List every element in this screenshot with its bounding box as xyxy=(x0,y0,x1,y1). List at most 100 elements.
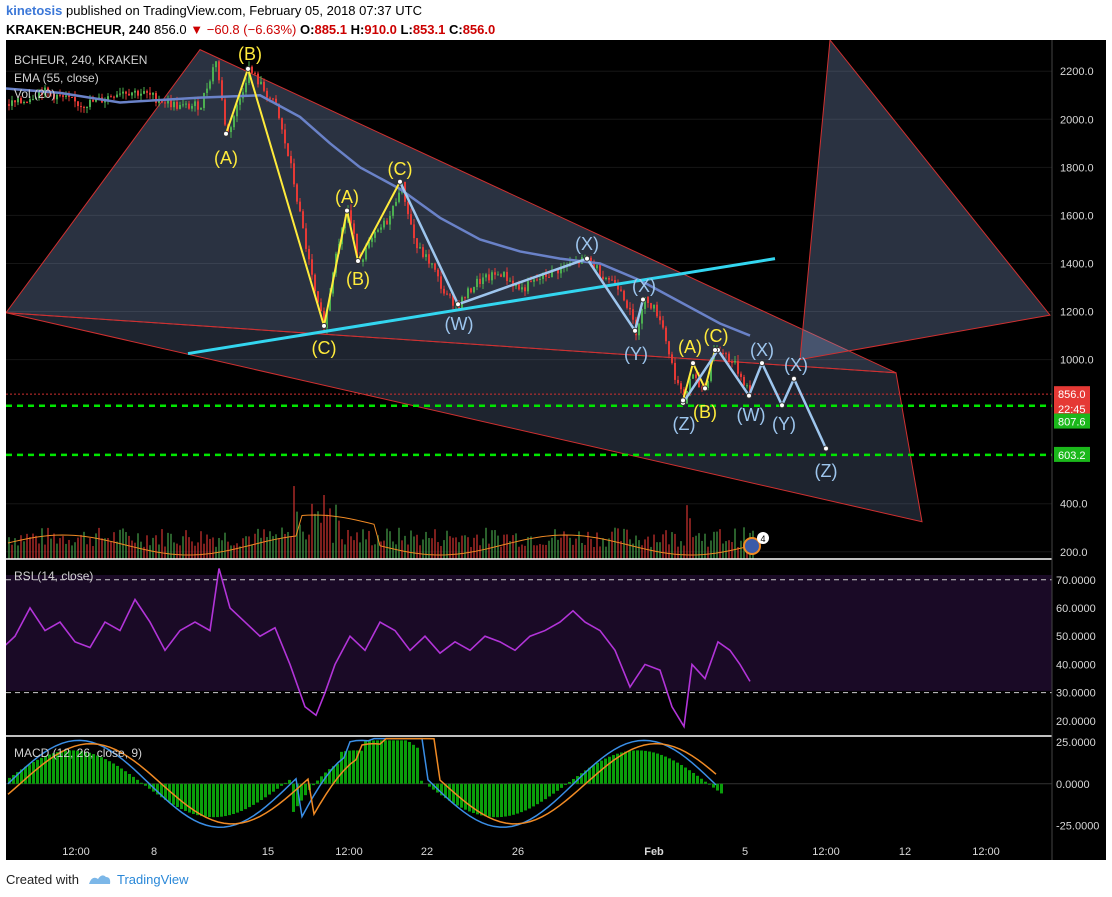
legend-rsi[interactable]: RSI (14, close) xyxy=(14,569,93,583)
volume-bar xyxy=(170,533,172,559)
volume-bar xyxy=(92,546,94,559)
tradingview-logo-icon[interactable] xyxy=(88,871,112,887)
volume-bar xyxy=(116,541,118,559)
macd-tick: 25.0000 xyxy=(1056,737,1096,749)
wave-point xyxy=(680,397,686,404)
macd-hist-bar xyxy=(280,783,283,786)
volume-bar xyxy=(335,504,337,559)
macd-hist-bar xyxy=(400,740,403,784)
legend-ticker[interactable]: BCHEUR, 240, KRAKEN xyxy=(14,53,147,67)
candle-body xyxy=(503,271,505,277)
macd-hist-bar xyxy=(700,778,703,784)
macd-hist-bar xyxy=(536,783,539,805)
candle-body xyxy=(650,303,652,309)
candle-body xyxy=(698,377,700,388)
candle-body xyxy=(272,98,274,100)
candle-body xyxy=(629,307,631,310)
volume-bar xyxy=(68,539,70,559)
volume-bar xyxy=(638,540,640,559)
macd-hist-bar xyxy=(388,740,391,784)
candle-body xyxy=(695,374,697,378)
volume-bar xyxy=(224,532,226,559)
volume-bar xyxy=(704,533,706,559)
candle-body xyxy=(593,261,595,269)
candle-body xyxy=(674,362,676,380)
macd-hist-bar xyxy=(488,783,491,817)
volume-bar xyxy=(281,527,283,559)
candle-body xyxy=(71,96,73,98)
volume-bar xyxy=(251,544,253,559)
wave-label-blue: (X) xyxy=(632,276,656,296)
scroll-badge[interactable]: 4 xyxy=(743,532,769,555)
wave-label-blue: (X) xyxy=(784,355,808,375)
volume-bar xyxy=(584,544,586,559)
chart-header: kinetosis published on TradingView.com, … xyxy=(0,0,1112,40)
macd-hist-bar xyxy=(288,779,291,784)
candle-body xyxy=(614,279,616,285)
volume-bar xyxy=(134,542,136,559)
volume-bar xyxy=(440,545,442,559)
volume-bar xyxy=(686,505,688,559)
macd-hist-bar xyxy=(92,754,95,784)
macd-hist-bar xyxy=(332,766,335,784)
macd-hist-bar xyxy=(224,783,227,817)
macd-hist-bar xyxy=(460,783,463,808)
macd-hist-bar xyxy=(716,783,719,791)
volume-bar xyxy=(254,533,256,559)
volume-bar xyxy=(197,542,199,559)
candle-body xyxy=(203,92,205,108)
macd-hist-bar xyxy=(56,752,59,784)
volume-bar xyxy=(29,537,31,559)
macd-hist-bar xyxy=(264,783,267,798)
candle-body xyxy=(32,99,34,101)
macd-hist-bar xyxy=(448,783,451,801)
volume-ma-line xyxy=(7,514,753,556)
volume-bar xyxy=(104,538,106,559)
badge-count: 4 xyxy=(760,534,765,544)
volume-bar xyxy=(458,542,460,559)
volume-bar xyxy=(275,534,277,559)
candle-body xyxy=(731,361,733,363)
macd-hist-bar xyxy=(180,783,183,810)
yellow-wave-line xyxy=(225,65,716,401)
wave-point xyxy=(712,346,718,353)
macd-hist-bar xyxy=(444,783,447,799)
volume-bar xyxy=(629,539,631,559)
volume-bar xyxy=(248,536,250,559)
macd-hist-bar xyxy=(44,756,47,784)
legend-vol[interactable]: Vol (20) xyxy=(14,87,55,101)
volume-bar xyxy=(722,543,724,559)
macd-hist-bar xyxy=(588,767,591,784)
volume-bar xyxy=(62,536,64,559)
volume-bar xyxy=(716,531,718,559)
candle-body xyxy=(206,88,208,93)
volume-bar xyxy=(701,540,703,559)
volume-bar xyxy=(305,539,307,559)
wave-label-yellow: (C) xyxy=(312,338,337,358)
candle-body xyxy=(398,192,400,202)
macd-hist-bar xyxy=(320,776,323,784)
macd-hist-bar xyxy=(432,783,435,790)
author-link[interactable]: kinetosis xyxy=(6,3,63,18)
macd-hist-bar xyxy=(52,753,55,784)
candle-body xyxy=(158,100,160,103)
macd-hist-bar xyxy=(640,750,643,784)
volume-bar xyxy=(698,533,700,559)
volume-bar xyxy=(374,544,376,559)
publish-line: kinetosis published on TradingView.com, … xyxy=(6,3,422,18)
macd-hist-bar xyxy=(544,783,547,800)
wave-point xyxy=(690,360,696,367)
legend-ema[interactable]: EMA (55, close) xyxy=(14,71,99,85)
time-tick: 12:00 xyxy=(972,846,1000,858)
macd-hist-bar xyxy=(452,783,455,804)
macd-hist-bar xyxy=(236,783,239,813)
volume-bar xyxy=(47,527,49,559)
candle-body xyxy=(626,300,628,308)
candle-body xyxy=(149,92,151,95)
tradingview-link[interactable]: TradingView xyxy=(117,872,189,887)
volume-bar xyxy=(386,528,388,559)
chart-canvas[interactable]: 2200.0 2000.0 1800.0 1600.0 1400.0 1200.0 1000… xyxy=(0,40,1112,860)
legend-macd[interactable]: MACD (12, 26, close, 9) xyxy=(14,746,142,760)
rsi-tick: 20.0000 xyxy=(1056,716,1096,728)
macd-hist-bar xyxy=(612,755,615,784)
